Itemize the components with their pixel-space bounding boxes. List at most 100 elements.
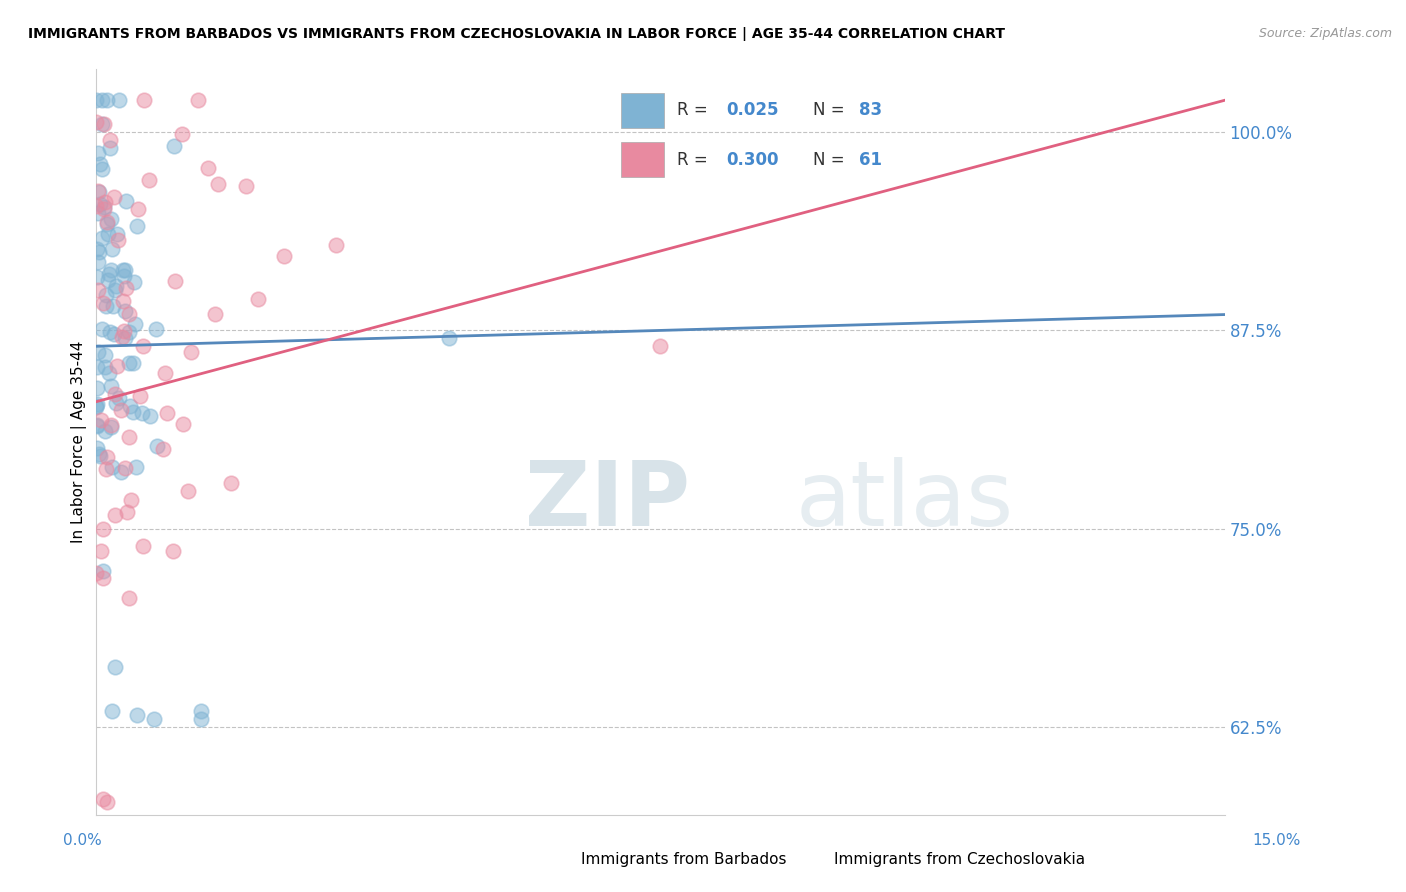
Point [91,565,114,579]
Point [86,242,108,256]
Point [131,406,153,420]
Point [91,117,114,131]
Point [89,157,111,171]
Point [219,476,242,491]
Point [114,194,136,208]
Point [118,356,141,370]
Point [91,571,114,585]
Point [118,307,141,321]
Point [89,197,111,211]
Point [87,447,110,461]
Point [187,93,209,107]
Point [86,283,108,297]
Point [145,322,167,336]
Text: N =: N = [813,151,849,169]
Point [112,262,135,277]
Point [97,227,120,242]
Point [172,417,194,432]
Point [94,287,117,301]
Point [127,202,149,216]
Point [155,366,177,380]
Point [118,430,141,444]
Point [121,492,143,507]
Point [86,418,108,433]
Point [86,566,108,581]
Point [650,339,672,353]
Point [103,190,125,204]
Point [180,345,202,359]
Point [139,409,162,424]
Point [91,93,114,107]
Point [87,184,110,198]
Point [104,283,127,297]
Point [86,397,108,411]
Point [91,295,114,310]
Point [112,324,135,338]
Point [122,275,145,289]
Point [114,263,136,277]
Point [87,255,110,269]
Point [190,712,212,726]
Point [87,245,110,260]
Point [152,442,174,456]
Point [111,330,134,344]
Point [96,450,118,464]
Text: ZIP: ZIP [524,458,690,545]
Point [190,705,212,719]
Point [207,177,229,191]
Point [97,273,120,287]
Point [94,348,117,362]
Point [89,449,111,463]
Point [93,200,115,214]
Point [125,219,148,234]
Point [86,93,108,107]
Point [104,279,127,293]
Point [118,591,141,606]
Point [100,263,122,277]
Text: 15.0%: 15.0% [1253,833,1301,847]
Point [86,199,108,213]
Point [100,243,122,257]
Point [112,268,135,283]
Point [163,139,186,153]
Point [247,292,270,306]
Point [87,145,110,160]
Text: Source: ZipAtlas.com: Source: ZipAtlas.com [1258,27,1392,40]
Point [96,299,118,313]
Point [176,484,198,499]
Point [145,439,167,453]
Point [132,93,155,107]
Point [98,366,121,380]
Point [90,413,112,427]
Point [108,391,131,405]
Point [273,249,295,263]
Point [129,389,152,403]
Point [110,465,132,479]
Point [89,186,111,200]
Point [90,322,112,336]
Point [100,418,122,433]
Point [94,194,117,209]
Text: 0.300: 0.300 [725,151,779,169]
Point [115,280,138,294]
Point [197,161,219,175]
Text: N =: N = [813,102,849,120]
Point [204,307,226,321]
Point [132,540,155,554]
Text: R =: R = [676,102,713,120]
Point [86,419,108,434]
Text: Immigrants from Czechoslovakia: Immigrants from Czechoslovakia [834,853,1085,867]
Point [142,712,165,726]
Point [90,231,112,245]
Point [86,399,108,413]
Point [439,331,461,345]
Point [104,395,127,409]
Text: 0.025: 0.025 [725,102,779,120]
Point [86,441,108,455]
FancyBboxPatch shape [621,93,664,128]
Point [138,173,160,187]
Point [111,293,134,308]
Point [118,325,141,339]
Point [90,544,112,558]
Point [118,400,141,414]
